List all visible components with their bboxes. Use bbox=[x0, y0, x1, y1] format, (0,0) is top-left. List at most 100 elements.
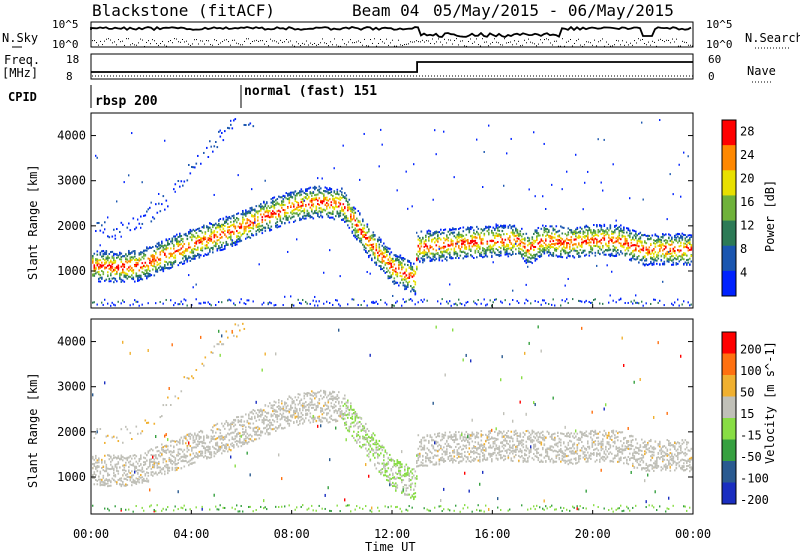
power-point bbox=[173, 188, 175, 190]
power-point bbox=[523, 257, 525, 259]
power-point bbox=[640, 251, 642, 253]
power-point bbox=[407, 284, 409, 286]
power-point bbox=[649, 263, 651, 265]
velocity-point bbox=[149, 449, 151, 451]
power-point bbox=[586, 240, 588, 242]
power-point bbox=[218, 219, 220, 221]
power-point bbox=[430, 245, 432, 247]
power-point bbox=[503, 185, 504, 187]
power-point bbox=[547, 245, 549, 247]
velocity-point bbox=[130, 460, 132, 462]
power-point bbox=[461, 235, 463, 237]
power-point bbox=[335, 299, 336, 301]
power-point bbox=[262, 208, 264, 210]
power-point bbox=[470, 242, 472, 244]
power-point bbox=[115, 269, 117, 271]
power-point bbox=[269, 207, 271, 209]
power-point bbox=[367, 231, 369, 233]
power-point bbox=[272, 213, 274, 215]
power-point bbox=[656, 254, 658, 256]
power-point bbox=[166, 267, 168, 269]
velocity-point bbox=[137, 433, 139, 435]
velocity-point bbox=[158, 466, 160, 468]
power-point bbox=[461, 240, 463, 242]
power-point bbox=[517, 237, 519, 239]
power-point bbox=[245, 303, 246, 305]
power-point bbox=[484, 248, 486, 250]
power-point bbox=[340, 212, 342, 214]
power-point bbox=[524, 255, 526, 257]
power-point bbox=[469, 242, 471, 244]
power-point bbox=[283, 218, 285, 220]
power-point bbox=[223, 242, 225, 244]
noise-search-point bbox=[152, 39, 153, 40]
noise-search-point bbox=[490, 43, 491, 44]
power-point bbox=[409, 267, 411, 269]
power-point bbox=[257, 210, 259, 212]
power-point bbox=[515, 253, 517, 255]
noise-search-point bbox=[274, 40, 275, 41]
power-point bbox=[179, 234, 181, 236]
power-point bbox=[341, 194, 343, 196]
power-point bbox=[592, 302, 593, 304]
power-point bbox=[241, 213, 243, 215]
power-point bbox=[589, 301, 590, 303]
power-point bbox=[167, 247, 169, 249]
power-point bbox=[398, 264, 400, 266]
freq-label-line1: Freq. bbox=[4, 53, 40, 67]
velocity-point bbox=[94, 437, 96, 439]
velocity-point bbox=[110, 464, 112, 466]
power-point bbox=[238, 238, 240, 240]
power-point bbox=[97, 304, 98, 306]
power-point bbox=[449, 228, 451, 230]
noise-search-point bbox=[164, 45, 165, 46]
velocity-point bbox=[113, 436, 115, 438]
power-point bbox=[236, 221, 238, 223]
power-point bbox=[116, 228, 118, 230]
power-point bbox=[652, 234, 654, 236]
power-point bbox=[106, 279, 108, 281]
power-point bbox=[272, 197, 274, 199]
power-point bbox=[353, 229, 355, 231]
power-point bbox=[209, 227, 211, 229]
power-point bbox=[266, 202, 268, 204]
power-point bbox=[686, 255, 688, 257]
power-point bbox=[268, 210, 270, 212]
power-point bbox=[506, 245, 508, 247]
power-point bbox=[643, 234, 645, 236]
power-point bbox=[182, 185, 184, 187]
nave-point bbox=[530, 76, 531, 77]
power-point bbox=[665, 239, 667, 241]
power-point bbox=[413, 274, 415, 276]
power-point bbox=[148, 208, 150, 210]
power-point bbox=[194, 248, 196, 250]
power-point bbox=[226, 241, 228, 243]
power-point bbox=[139, 257, 141, 259]
power-point bbox=[547, 228, 549, 230]
power-point bbox=[674, 257, 676, 259]
velocity-point bbox=[119, 466, 121, 468]
power-point bbox=[322, 192, 324, 194]
power-point bbox=[439, 259, 441, 261]
power-point bbox=[305, 215, 307, 217]
power-point bbox=[181, 238, 183, 240]
power-point bbox=[196, 255, 198, 257]
power-point bbox=[394, 305, 395, 307]
power-point bbox=[179, 303, 180, 305]
power-point bbox=[289, 202, 291, 204]
power-point bbox=[326, 205, 328, 207]
power-point bbox=[584, 182, 585, 184]
power-point bbox=[398, 259, 400, 261]
power-point bbox=[218, 245, 220, 247]
power-point bbox=[380, 261, 382, 263]
power-point bbox=[583, 241, 585, 243]
power-point bbox=[170, 253, 172, 255]
power-point bbox=[586, 300, 587, 302]
power-point bbox=[682, 254, 684, 256]
power-point bbox=[124, 266, 126, 268]
power-point bbox=[560, 244, 562, 246]
power-point bbox=[163, 268, 165, 270]
power-point bbox=[157, 257, 159, 259]
power-point bbox=[406, 270, 408, 272]
nave-point bbox=[407, 76, 408, 77]
